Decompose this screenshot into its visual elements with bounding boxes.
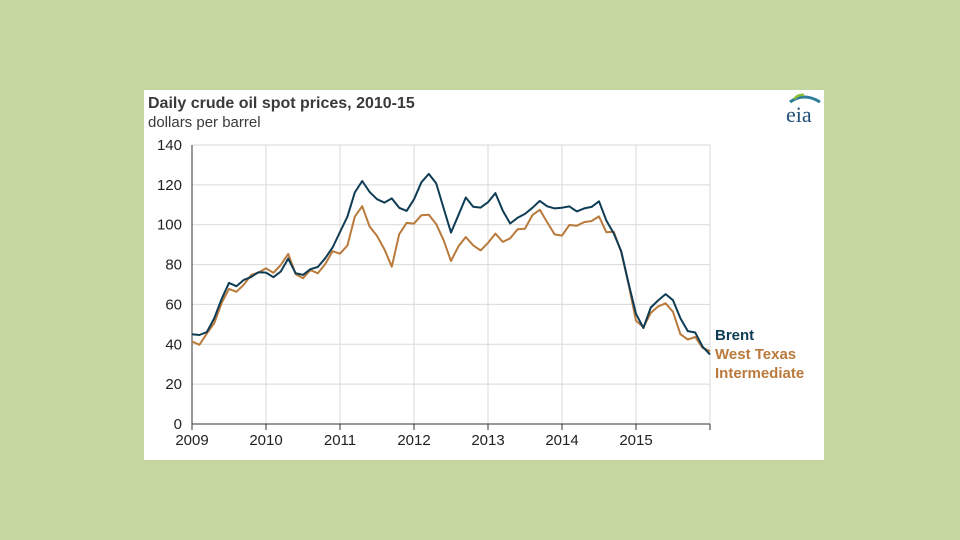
chart-card: Daily crude oil spot prices, 2010-15 dol… [144, 90, 824, 460]
x-tick-label: 2010 [249, 432, 282, 449]
y-tick-label: 140 [157, 137, 182, 154]
brent-series-line [191, 172, 711, 356]
logo-leaf-icon [793, 93, 805, 100]
y-tick-label: 120 [157, 177, 182, 194]
series-layer [191, 172, 711, 356]
y-tick-label: 60 [165, 296, 182, 313]
y-tick-label: 100 [157, 217, 182, 234]
legend-brent: Brent [715, 327, 754, 344]
y-tick-labels: 0 20 40 60 80 100 120 140 [157, 137, 182, 433]
chart-subtitle: dollars per barrel [148, 114, 261, 131]
legend: Brent West Texas Intermediate [715, 327, 804, 382]
axes [191, 145, 711, 430]
chart: Daily crude oil spot prices, 2010-15 dol… [148, 93, 821, 449]
wti-series-line [191, 205, 711, 353]
y-tick-label: 40 [165, 336, 182, 353]
x-tick-label: 2011 [324, 432, 356, 449]
grid [192, 144, 711, 424]
y-tick-label: 80 [165, 257, 182, 274]
x-tick-labels: 2009 2010 2011 2012 2013 2014 2015 [175, 432, 652, 449]
eia-logo: eia [786, 93, 821, 127]
x-tick-label: 2009 [175, 432, 208, 449]
x-tick-label: 2012 [397, 432, 430, 449]
logo-arc-icon [789, 95, 821, 104]
legend-wti: West Texas [715, 346, 796, 363]
x-tick-label: 2014 [545, 432, 578, 449]
legend-wti: Intermediate [715, 365, 804, 382]
y-tick-label: 0 [174, 416, 182, 433]
x-tick-label: 2015 [619, 432, 652, 449]
x-tick-label: 2013 [471, 432, 504, 449]
y-tick-label: 20 [165, 376, 182, 393]
eia-logo-text: eia [786, 102, 812, 127]
chart-title: Daily crude oil spot prices, 2010-15 [148, 95, 415, 112]
